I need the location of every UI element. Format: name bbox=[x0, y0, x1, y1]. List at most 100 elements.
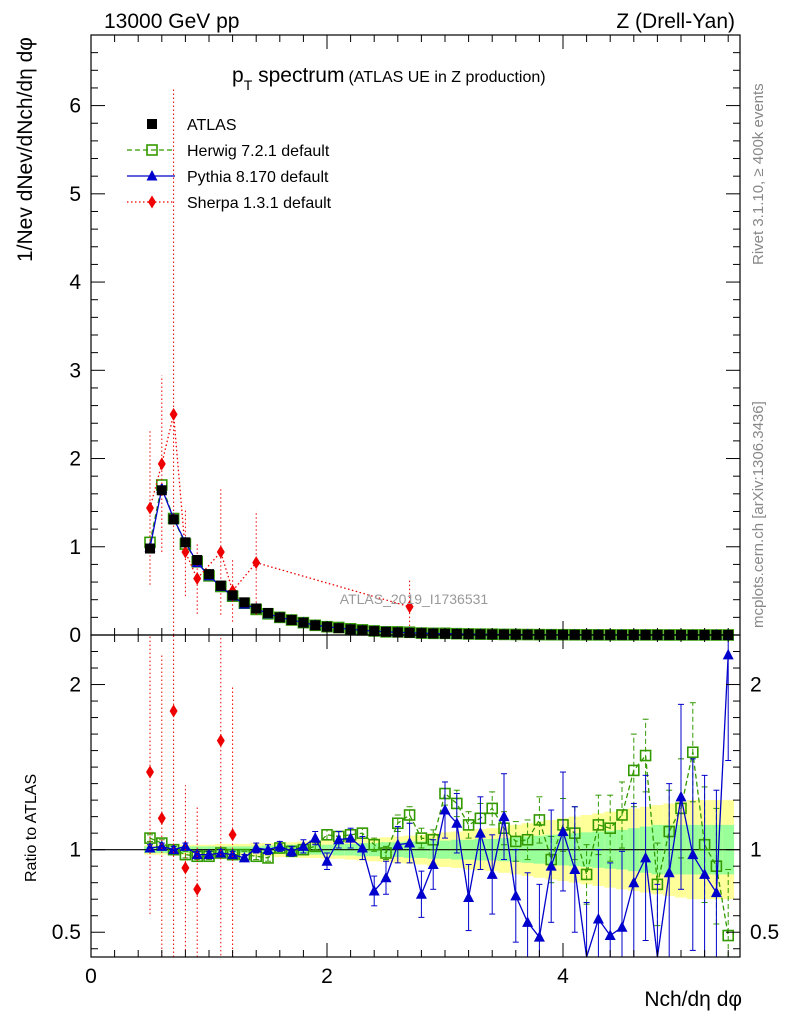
top-point bbox=[428, 628, 439, 639]
plot-title-rest: spectrum bbox=[252, 64, 344, 87]
legend-label: Sherpa 1.3.1 default bbox=[187, 195, 332, 212]
ratio-point bbox=[356, 842, 368, 853]
top-y-tick-label: 3 bbox=[69, 359, 81, 382]
ratio-point bbox=[191, 848, 203, 860]
top-y-tick-label: 5 bbox=[69, 183, 81, 206]
x-tick-label: 2 bbox=[321, 965, 333, 988]
analysis-watermark: ATLAS_2019_I1736531 bbox=[340, 591, 489, 607]
plot-title-paren: (ATLAS UE in Z production) bbox=[348, 69, 545, 86]
top-y-tick-label: 6 bbox=[69, 95, 81, 118]
ratio-point bbox=[722, 648, 734, 660]
legend-marker bbox=[146, 170, 158, 181]
ratio-point bbox=[380, 871, 392, 883]
ratio-point bbox=[404, 837, 416, 848]
legend-entry-2: Pythia 8.170 default bbox=[127, 169, 329, 186]
legend-marker bbox=[148, 195, 156, 209]
ratio-point bbox=[274, 840, 286, 851]
ratio-point bbox=[557, 825, 569, 837]
top-point bbox=[263, 607, 273, 618]
ratio-point bbox=[321, 855, 333, 866]
x-tick-label: 0 bbox=[85, 965, 97, 988]
top-point bbox=[252, 556, 261, 570]
top-y-tick-label: 1 bbox=[69, 536, 81, 559]
ratio-point bbox=[156, 840, 168, 851]
plot-title-sub: T bbox=[244, 77, 253, 93]
top-point bbox=[381, 626, 391, 637]
ratio-point bbox=[321, 829, 333, 841]
legend-entry-3: Sherpa 1.3.1 default bbox=[127, 195, 332, 212]
ratio-point bbox=[146, 765, 154, 779]
ratio-point bbox=[522, 916, 534, 927]
ratio-point bbox=[533, 814, 546, 826]
top-point bbox=[180, 537, 191, 548]
top-point bbox=[204, 569, 214, 580]
top-point bbox=[405, 600, 414, 614]
legend-label: ATLAS bbox=[187, 117, 237, 134]
ratio-point bbox=[157, 811, 166, 825]
ratio-point bbox=[687, 848, 699, 860]
ratio-plot-layer bbox=[91, 635, 740, 958]
top-point bbox=[274, 612, 285, 623]
top-point bbox=[239, 597, 250, 608]
top-point bbox=[169, 407, 178, 421]
ratio-point bbox=[545, 860, 557, 871]
ratio-y-tick-label: 1 bbox=[69, 839, 81, 862]
ratio-point bbox=[181, 861, 190, 875]
tick-layer: 0 1 2 3 4 5 6 0 2 4 0.5 0.5 1 1 2 2 bbox=[52, 34, 779, 988]
ratio-point bbox=[193, 882, 202, 896]
ratio-series-1 bbox=[144, 635, 734, 958]
top-point bbox=[157, 457, 166, 471]
ratio-point bbox=[616, 921, 628, 932]
ratio-y-tick-label: 2 bbox=[69, 674, 81, 697]
ratio-point bbox=[227, 848, 239, 860]
ratio-point bbox=[250, 842, 262, 853]
mcplots-label: mcplots.cern.ch [arXiv:1306.3436] bbox=[750, 401, 767, 628]
ratio-point bbox=[699, 868, 711, 879]
ratio-point bbox=[462, 819, 475, 831]
top-series-line bbox=[149, 482, 729, 636]
ratio-point bbox=[228, 828, 237, 842]
top-point bbox=[145, 543, 155, 554]
ratio-point bbox=[640, 851, 652, 863]
top-series-line bbox=[149, 486, 729, 636]
ratio-series-2 bbox=[146, 635, 237, 957]
legend-label: Herwig 7.2.1 default bbox=[187, 143, 330, 160]
top-point bbox=[156, 485, 167, 496]
top-point bbox=[251, 603, 262, 614]
top-series-3 bbox=[146, 87, 414, 635]
ratio-point bbox=[439, 804, 451, 815]
ratio-point bbox=[309, 832, 321, 843]
top-point bbox=[451, 628, 462, 639]
ratio-y-axis-title: Ratio to ATLAS bbox=[23, 774, 40, 882]
ratio-point bbox=[663, 866, 675, 878]
top-point bbox=[168, 514, 179, 525]
ratio-point bbox=[297, 840, 309, 851]
top-point bbox=[193, 572, 202, 586]
ratio-point bbox=[592, 913, 604, 924]
legend-entry-1: Herwig 7.2.1 default bbox=[127, 143, 330, 160]
ratio-point bbox=[592, 819, 605, 831]
plot-title-main: p bbox=[232, 64, 244, 87]
ratio-point bbox=[144, 842, 156, 853]
ratio-point bbox=[427, 858, 439, 870]
top-point bbox=[298, 617, 309, 628]
legend-label: Pythia 8.170 default bbox=[187, 169, 329, 186]
top-point bbox=[181, 545, 190, 559]
top-point bbox=[146, 501, 154, 515]
ratio-point bbox=[392, 838, 404, 850]
top-point bbox=[357, 625, 368, 636]
top-point bbox=[286, 615, 297, 625]
legend-marker bbox=[147, 119, 157, 129]
legend-entry-0: ATLAS bbox=[147, 117, 237, 134]
ratio-point bbox=[722, 929, 735, 942]
header-right: Z (Drell-Yan) bbox=[616, 10, 735, 33]
ratio-point bbox=[569, 863, 581, 874]
ratio-y-tick-label-right: 1 bbox=[750, 839, 762, 862]
ratio-point bbox=[486, 802, 499, 815]
ratio-point bbox=[510, 889, 522, 901]
top-point bbox=[192, 555, 203, 565]
top-y-tick-label: 0 bbox=[69, 624, 81, 647]
ratio-point bbox=[533, 931, 545, 942]
header-left: 13000 GeV pp bbox=[104, 10, 239, 33]
